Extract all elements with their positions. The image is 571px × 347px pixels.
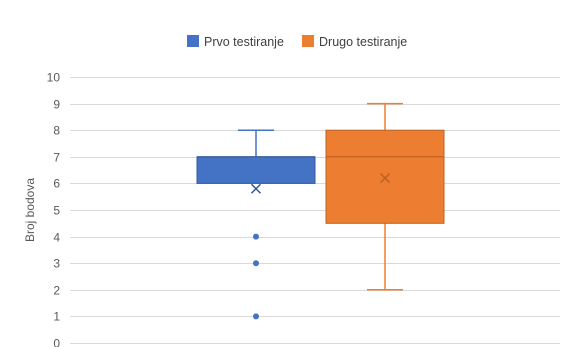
legend-label: Prvo testiranje [204, 35, 284, 49]
y-tick-label: 10 [47, 71, 61, 85]
legend-label: Drugo testiranje [319, 35, 407, 49]
outlier-point [253, 260, 259, 267]
y-tick-label: 0 [53, 337, 60, 347]
y-tick-label: 3 [53, 257, 60, 271]
y-axis-tick-labels: 0 1 2 3 4 5 6 7 8 9 10 [47, 71, 61, 347]
box-iqr [196, 156, 316, 184]
legend: Prvo testiranje Drugo testiranje [187, 35, 407, 49]
legend-swatch [187, 35, 199, 47]
legend-entry: Drugo testiranje [302, 35, 407, 49]
y-tick-label: 5 [53, 204, 60, 218]
y-tick-label: 7 [53, 151, 60, 165]
y-tick-label: 9 [53, 98, 60, 112]
y-tick-label: 1 [53, 310, 60, 324]
y-tick-label: 8 [53, 124, 60, 138]
y-axis-title: Broj bodova [23, 178, 37, 242]
y-tick-label: 6 [53, 177, 60, 191]
mean-marker [379, 173, 391, 184]
legend-swatch [302, 35, 314, 47]
plot-area [196, 102, 445, 320]
box-iqr [325, 129, 445, 224]
legend-entry: Prvo testiranje [187, 35, 284, 49]
gridlines [70, 77, 560, 344]
outlier-point [253, 233, 259, 240]
box-series-1 [196, 129, 316, 320]
outlier-point [253, 313, 259, 320]
box-series-2 [325, 102, 445, 291]
y-tick-label: 2 [53, 284, 60, 298]
y-tick-label: 4 [53, 231, 60, 245]
mean-marker [250, 183, 262, 194]
